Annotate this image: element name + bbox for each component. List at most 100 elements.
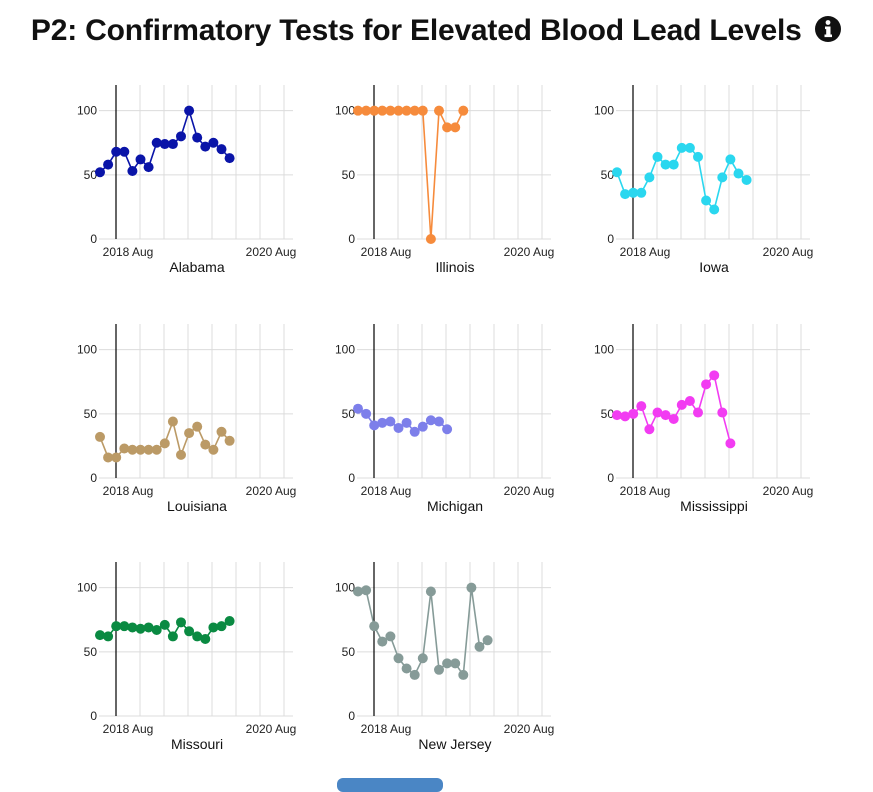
data-point[interactable] <box>216 621 227 632</box>
data-point[interactable] <box>709 204 720 215</box>
data-point[interactable] <box>409 426 420 437</box>
data-point[interactable] <box>385 416 396 427</box>
data-point[interactable] <box>192 631 203 642</box>
data-point[interactable] <box>361 408 372 419</box>
data-point[interactable] <box>135 154 146 165</box>
data-point[interactable] <box>409 669 420 680</box>
data-point[interactable] <box>644 172 655 183</box>
data-point[interactable] <box>701 195 712 206</box>
data-point[interactable] <box>184 428 195 439</box>
data-point[interactable] <box>369 105 380 116</box>
data-point[interactable] <box>717 172 728 183</box>
data-point[interactable] <box>450 122 461 133</box>
data-point[interactable] <box>717 407 728 418</box>
data-point[interactable] <box>442 424 453 435</box>
data-point[interactable] <box>353 586 363 597</box>
data-point[interactable] <box>208 444 219 455</box>
data-point[interactable] <box>176 131 186 142</box>
data-point[interactable] <box>417 421 428 432</box>
data-point[interactable] <box>393 422 404 433</box>
data-point[interactable] <box>127 165 138 176</box>
data-point[interactable] <box>458 105 469 116</box>
data-point[interactable] <box>693 407 703 418</box>
data-point[interactable] <box>628 187 639 198</box>
data-point[interactable] <box>409 105 420 116</box>
data-point[interactable] <box>401 417 412 428</box>
data-point[interactable] <box>353 403 363 414</box>
data-point[interactable] <box>111 146 122 157</box>
data-point[interactable] <box>725 438 736 449</box>
data-point[interactable] <box>159 619 170 630</box>
data-point[interactable] <box>167 416 178 427</box>
data-point[interactable] <box>176 449 186 460</box>
data-point[interactable] <box>377 417 388 428</box>
data-point[interactable] <box>725 154 736 165</box>
data-point[interactable] <box>612 167 622 178</box>
data-point[interactable] <box>652 407 663 418</box>
data-point[interactable] <box>151 625 162 636</box>
data-point[interactable] <box>393 653 404 664</box>
data-point[interactable] <box>676 142 687 153</box>
data-point[interactable] <box>103 159 114 170</box>
data-point[interactable] <box>377 105 388 116</box>
data-point[interactable] <box>353 105 363 116</box>
data-point[interactable] <box>111 621 122 632</box>
data-point[interactable] <box>660 159 671 170</box>
data-point[interactable] <box>620 189 631 200</box>
data-point[interactable] <box>224 435 235 446</box>
data-point[interactable] <box>676 399 687 410</box>
data-point[interactable] <box>143 622 154 633</box>
data-point[interactable] <box>103 631 114 642</box>
data-point[interactable] <box>167 139 178 150</box>
data-point[interactable] <box>167 631 178 642</box>
data-point[interactable] <box>192 421 203 432</box>
data-point[interactable] <box>709 370 720 381</box>
data-point[interactable] <box>701 379 712 390</box>
data-point[interactable] <box>224 616 235 627</box>
data-point[interactable] <box>95 630 105 641</box>
data-point[interactable] <box>208 622 219 633</box>
data-point[interactable] <box>143 444 154 455</box>
data-point[interactable] <box>612 410 622 421</box>
data-point[interactable] <box>224 153 235 164</box>
data-point[interactable] <box>200 141 211 152</box>
data-point[interactable] <box>628 408 639 419</box>
data-point[interactable] <box>434 416 444 427</box>
data-point[interactable] <box>143 162 154 173</box>
data-point[interactable] <box>693 151 703 162</box>
data-point[interactable] <box>401 663 412 674</box>
data-point[interactable] <box>119 443 130 454</box>
data-point[interactable] <box>111 452 122 463</box>
data-point[interactable] <box>733 168 744 179</box>
data-point[interactable] <box>200 634 211 644</box>
data-point[interactable] <box>644 424 655 435</box>
data-point[interactable] <box>159 139 170 150</box>
data-point[interactable] <box>636 187 647 198</box>
data-point[interactable] <box>95 167 105 178</box>
data-point[interactable] <box>401 105 412 116</box>
data-point[interactable] <box>385 631 396 642</box>
data-point[interactable] <box>184 626 195 637</box>
data-point[interactable] <box>434 664 444 675</box>
data-point[interactable] <box>361 585 372 596</box>
info-circle-icon[interactable] <box>814 15 842 43</box>
data-point[interactable] <box>425 234 436 244</box>
data-point[interactable] <box>135 444 146 455</box>
data-point[interactable] <box>119 146 130 157</box>
bottom-button[interactable] <box>337 778 443 792</box>
data-point[interactable] <box>425 586 436 597</box>
data-point[interactable] <box>135 623 146 634</box>
data-point[interactable] <box>208 137 219 148</box>
data-point[interactable] <box>482 635 493 646</box>
data-point[interactable] <box>369 621 380 632</box>
data-point[interactable] <box>216 144 227 155</box>
data-point[interactable] <box>425 415 436 426</box>
data-point[interactable] <box>442 658 453 669</box>
data-point[interactable] <box>417 105 428 116</box>
data-point[interactable] <box>127 444 138 455</box>
data-point[interactable] <box>417 653 428 664</box>
data-point[interactable] <box>385 105 396 116</box>
data-point[interactable] <box>620 411 631 422</box>
data-point[interactable] <box>466 582 477 593</box>
data-point[interactable] <box>668 413 679 424</box>
